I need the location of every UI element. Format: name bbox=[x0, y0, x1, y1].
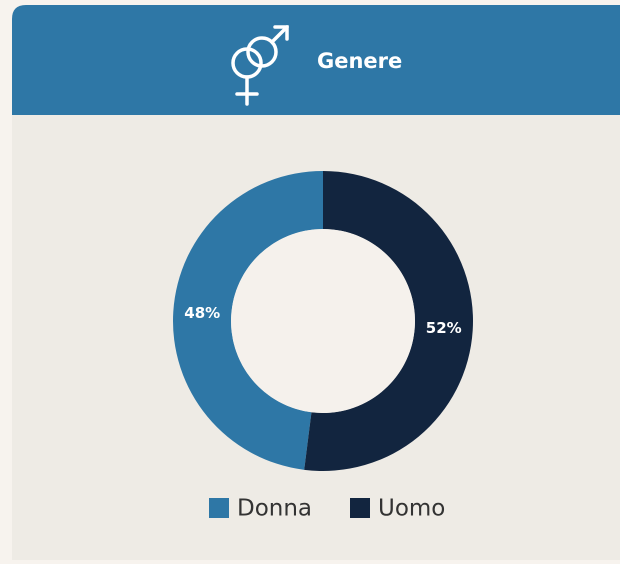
donut-slice bbox=[172, 171, 323, 470]
chart-title: Genere bbox=[317, 49, 402, 73]
legend-label: Donna bbox=[237, 496, 312, 522]
value-label: 52% bbox=[426, 319, 462, 337]
legend-swatch bbox=[350, 498, 370, 518]
value-label: 48% bbox=[184, 304, 220, 322]
gender-icon bbox=[231, 25, 289, 106]
legend-label: Uomo bbox=[378, 496, 445, 522]
legend-swatch bbox=[209, 498, 229, 518]
donut-hole bbox=[231, 229, 415, 413]
donut-slice bbox=[304, 171, 473, 471]
card-header bbox=[12, 5, 620, 115]
